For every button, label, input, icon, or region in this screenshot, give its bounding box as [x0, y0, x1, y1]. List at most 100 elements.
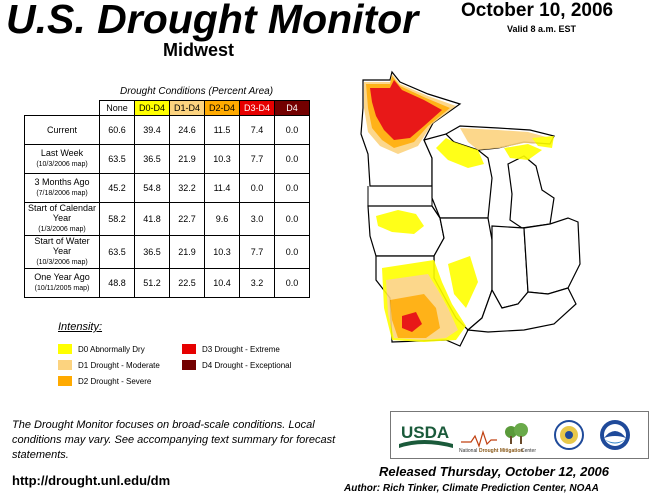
table-cell: 10.3 — [204, 235, 240, 269]
legend-swatch — [182, 344, 196, 354]
table-cell: 51.2 — [134, 268, 170, 298]
row-label-text: Current — [46, 125, 77, 135]
ndmc-prefix: National — [459, 448, 477, 454]
author-credit: Author: Rich Tinker, Climate Prediction … — [344, 483, 599, 494]
table-row: Last Week (10/3/2006 map) 63.5 36.5 21.9 … — [24, 144, 310, 174]
table-cell: 7.7 — [239, 144, 275, 174]
table-cell: 54.8 — [134, 173, 170, 203]
commerce-seal-icon — [554, 420, 584, 450]
drought-area-d3 — [402, 312, 422, 332]
table-cell: 22.7 — [169, 202, 205, 236]
disclaimer-note: The Drought Monitor focuses on broad-sca… — [12, 419, 336, 461]
table-row: One Year Ago (10/11/2005 map) 48.8 51.2 2… — [24, 268, 310, 298]
region-name: Midwest — [163, 40, 235, 60]
col-header-d4: D4 — [274, 100, 310, 116]
row-label-text: Start of Water Year — [34, 236, 90, 256]
legend-swatch — [58, 376, 72, 386]
row-sublabel: (7/18/2006 map) — [36, 190, 88, 197]
ndmc-logo: National Drought Mitigation Center — [459, 423, 536, 454]
table-cell: 36.5 — [134, 144, 170, 174]
drought-area-d0 — [448, 256, 478, 308]
row-label-text: Start of Calendar Year — [27, 203, 97, 223]
table-cell: 0.0 — [274, 235, 310, 269]
drought-conditions-table: None D0-D4 D1-D4 D2-D4 D3-D4 D4 Current … — [24, 100, 310, 298]
source-url[interactable]: http://drought.unl.edu/dm — [12, 473, 171, 488]
drought-area-d0 — [532, 136, 554, 148]
table-cell: 63.5 — [99, 235, 135, 269]
row-label: Start of Water Year (10/3/2006 map) — [24, 235, 100, 269]
partner-logos: USDA National Drought Mitigation Center — [390, 411, 649, 459]
drought-area-d0 — [376, 210, 424, 234]
midwest-drought-map — [360, 70, 581, 347]
legend-label: D1 Drought - Moderate — [78, 360, 160, 370]
table-caption: Drought Conditions (Percent Area) — [120, 86, 274, 97]
release-date: Released Thursday, October 12, 2006 — [379, 464, 610, 479]
row-label: 3 Months Ago (7/18/2006 map) — [24, 173, 100, 203]
table-cell: 21.9 — [169, 235, 205, 269]
row-label: Last Week (10/3/2006 map) — [24, 144, 100, 174]
usda-text: USDA — [401, 423, 449, 442]
table-cell: 0.0 — [274, 173, 310, 203]
row-sublabel: (10/3/2006 map) — [36, 259, 88, 266]
table-cell: 24.6 — [169, 115, 205, 145]
col-header-d3-d4: D3-D4 — [239, 100, 275, 116]
table-row: Start of Calendar Year (1/3/2006 map) 58.… — [24, 202, 310, 236]
col-header-d0-d4: D0-D4 — [134, 100, 170, 116]
table-cell: 10.4 — [204, 268, 240, 298]
table-cell: 48.8 — [99, 268, 135, 298]
table-cell: 11.4 — [204, 173, 240, 203]
table-cell: 58.2 — [99, 202, 135, 236]
row-label: One Year Ago (10/11/2005 map) — [24, 268, 100, 298]
row-label-text: 3 Months Ago — [34, 177, 90, 187]
ndmc-suffix: Center — [521, 448, 536, 454]
table-cell: 3.0 — [239, 202, 275, 236]
valid-time: Valid 8 a.m. EST — [507, 24, 577, 34]
drought-areas — [364, 74, 554, 342]
table-cell: 32.2 — [169, 173, 205, 203]
table-row: 3 Months Ago (7/18/2006 map) 45.2 54.8 32… — [24, 173, 310, 203]
drought-area-d3 — [370, 80, 442, 140]
table-cell: 41.8 — [134, 202, 170, 236]
legend-swatch — [182, 360, 196, 370]
row-sublabel: (10/3/2006 map) — [36, 161, 88, 168]
table-cell: 11.5 — [204, 115, 240, 145]
logos-graphic: USDA National Drought Mitigation Center — [399, 420, 630, 454]
table-cell: 21.9 — [169, 144, 205, 174]
page-title: U.S. Drought Monitor — [6, 0, 419, 42]
legend-swatch — [58, 344, 72, 354]
state-michigan-lower — [507, 155, 555, 229]
legend-item-d2: D2 Drought - Severe — [58, 376, 151, 386]
header-blank-cell — [25, 101, 100, 116]
map-date: October 10, 2006 — [461, 0, 614, 21]
legend-swatch — [58, 360, 72, 370]
row-label: Start of Calendar Year (1/3/2006 map) — [24, 202, 100, 236]
table-cell: 7.4 — [239, 115, 275, 145]
state-borders-overlay — [367, 186, 441, 219]
table-cell: 0.0 — [274, 268, 310, 298]
table-row: Start of Water Year (10/3/2006 map) 63.5 … — [24, 235, 310, 269]
table-cell: 39.4 — [134, 115, 170, 145]
row-sublabel: (10/11/2005 map) — [34, 285, 90, 292]
row-label-text: One Year Ago — [34, 272, 90, 282]
legend-label: D4 Drought - Exceptional — [202, 360, 292, 370]
state-ohio — [523, 217, 581, 295]
table-cell: 22.5 — [169, 268, 205, 298]
legend-label: D2 Drought - Severe — [78, 376, 152, 386]
legend-item-d4: D4 Drought - Exceptional — [182, 360, 291, 370]
ndmc-name: Drought Mitigation — [479, 448, 523, 454]
row-label: Current — [24, 115, 100, 145]
row-sublabel: (1/3/2006 map) — [38, 226, 86, 233]
legend-label: D3 Drought - Extreme — [202, 344, 280, 354]
row-label-text: Last Week — [40, 148, 84, 158]
col-header-d2-d4: D2-D4 — [204, 100, 240, 116]
table-cell: 0.0 — [274, 115, 310, 145]
table-header-row: None D0-D4 D1-D4 D2-D4 D3-D4 D4 — [25, 100, 310, 116]
drought-area-d0 — [436, 138, 484, 168]
table-cell: 63.5 — [99, 144, 135, 174]
table-cell: 36.5 — [134, 235, 170, 269]
legend-label: D0 Abnormally Dry — [78, 344, 145, 354]
table-cell: 10.3 — [204, 144, 240, 174]
table-cell: 3.2 — [239, 268, 275, 298]
table-cell: 0.0 — [274, 202, 310, 236]
col-header-d1-d4: D1-D4 — [169, 100, 205, 116]
